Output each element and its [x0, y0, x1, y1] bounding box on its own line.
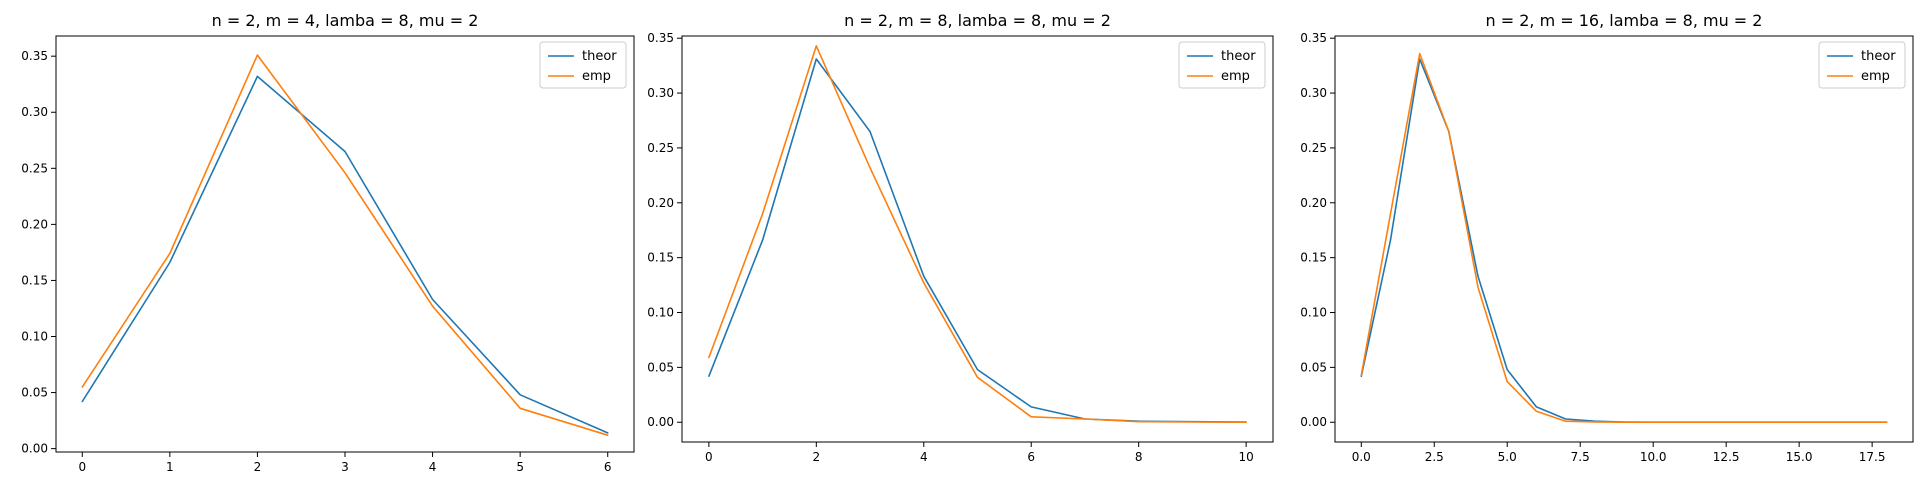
y-tick-label: 0.10	[647, 306, 674, 320]
y-tick-label: 0.20	[647, 196, 674, 210]
y-tick-label: 0.35	[647, 31, 674, 45]
x-tick-label: 12.5	[1713, 450, 1740, 464]
y-tick-label: 0.35	[1300, 31, 1327, 45]
y-tick-label: 0.15	[647, 251, 674, 265]
x-tick-label: 4	[920, 450, 928, 464]
legend-label-theor: theor	[1861, 49, 1896, 64]
chart-title: n = 2, m = 16, lamba = 8, mu = 2	[1486, 11, 1763, 30]
y-tick-label: 0.10	[21, 330, 48, 344]
x-tick-label: 2.5	[1425, 450, 1444, 464]
legend-label-emp: emp	[1861, 69, 1890, 84]
y-tick-label: 0.25	[21, 161, 48, 175]
chart-title: n = 2, m = 4, lamba = 8, mu = 2	[212, 11, 479, 30]
y-tick-label: 0.15	[1300, 251, 1327, 265]
x-tick-label: 6	[604, 460, 612, 474]
y-tick-label: 0.20	[21, 217, 48, 231]
legend: theor emp	[1818, 41, 1906, 89]
y-tick-label: 0.05	[1300, 360, 1327, 374]
y-tick-label: 0.30	[1300, 86, 1327, 100]
chart-title: n = 2, m = 8, lamba = 8, mu = 2	[844, 11, 1111, 30]
x-tick-label: 0	[705, 450, 713, 464]
series-line-emp	[81, 54, 609, 437]
legend-label-emp: emp	[1221, 69, 1250, 84]
x-tick-label: 10	[1238, 450, 1253, 464]
chart-2: n = 2, m = 8, lamba = 8, mu = 2 0 2 4 6 8 10 0.…	[647, 11, 1274, 464]
y-tick-label: 0.35	[21, 49, 48, 63]
x-tick-label: 5.0	[1498, 450, 1517, 464]
legend-label-emp: emp	[582, 69, 611, 84]
chart-3: n = 2, m = 16, lamba = 8, mu = 2 0.0 2.5 5.…	[1300, 11, 1914, 464]
x-tick-label: 0	[78, 460, 86, 474]
x-tick-label: 8	[1135, 450, 1143, 464]
legend-label-theor: theor	[1221, 49, 1256, 64]
x-tick-label: 4	[429, 460, 437, 474]
x-tick-label: 3	[341, 460, 349, 474]
x-tick-label: 10.0	[1640, 450, 1667, 464]
y-tick-label: 0.15	[21, 273, 48, 287]
x-tick-label: 0.0	[1352, 450, 1371, 464]
y-tick-label: 0.20	[1300, 196, 1327, 210]
axes-frame	[1334, 35, 1914, 443]
series-line-emp	[1360, 52, 1888, 424]
y-tick-label: 0.25	[1300, 141, 1327, 155]
x-tick-label: 6	[1027, 450, 1035, 464]
axes-frame	[681, 35, 1274, 443]
series-line-emp	[708, 45, 1247, 424]
legend-label-theor: theor	[582, 49, 617, 64]
x-tick-label: 5	[516, 460, 524, 474]
axes-frame	[55, 35, 635, 453]
chart-1: n = 2, m = 4, lamba = 8, mu = 2 0 1 2 3 4 5 6 0.…	[21, 11, 635, 474]
y-tick-label: 0.10	[1300, 306, 1327, 320]
y-tick-label: 0.05	[21, 386, 48, 400]
series-line-theor	[81, 75, 609, 434]
y-tick-label: 0.00	[21, 442, 48, 456]
x-tick-label: 1	[166, 460, 174, 474]
y-tick-label: 0.05	[647, 360, 674, 374]
x-tick-label: 2	[254, 460, 262, 474]
x-tick-label: 2	[812, 450, 820, 464]
legend: theor emp	[1178, 41, 1266, 89]
legend: theor emp	[539, 41, 627, 89]
y-tick-label: 0.00	[647, 415, 674, 429]
x-tick-label: 17.5	[1859, 450, 1886, 464]
y-tick-label: 0.30	[647, 86, 674, 100]
x-tick-label: 15.0	[1786, 450, 1813, 464]
y-tick-label: 0.30	[21, 105, 48, 119]
y-tick-label: 0.25	[647, 141, 674, 155]
y-tick-label: 0.00	[1300, 415, 1327, 429]
x-tick-label: 7.5	[1571, 450, 1590, 464]
